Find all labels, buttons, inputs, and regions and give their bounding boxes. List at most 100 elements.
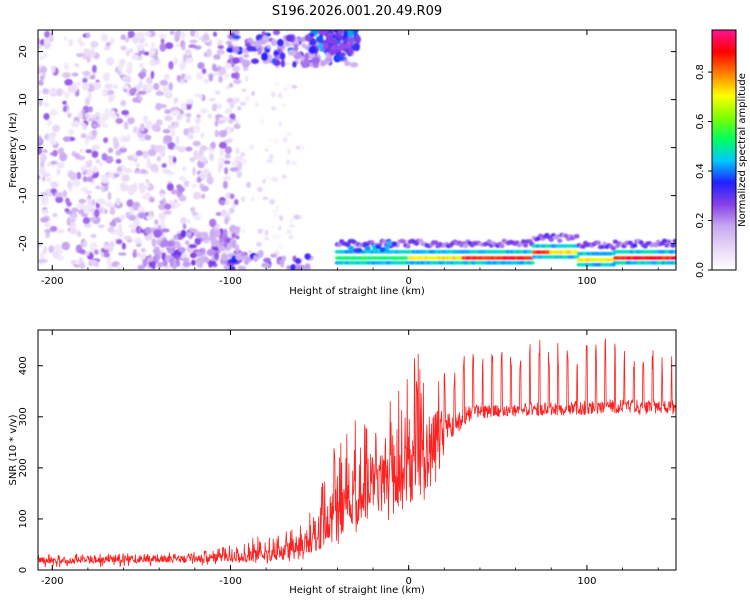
heatmap-cell — [171, 110, 181, 117]
heatmap-cell — [627, 240, 634, 246]
heatmap-cell — [104, 201, 113, 207]
heatmap-cell — [183, 180, 190, 188]
heatmap-cell — [463, 243, 469, 249]
heatmap-cell — [156, 155, 162, 162]
heatmap-cell — [190, 207, 196, 212]
heatmap-cell — [273, 59, 281, 67]
heatmap-cell — [75, 52, 85, 58]
heatmap-cell — [235, 235, 240, 240]
heatmap-cell — [54, 191, 63, 198]
heatmap-cell — [213, 54, 221, 60]
colorbar-frame — [711, 29, 737, 271]
heatmap-cell — [233, 97, 240, 104]
heatmap-cell — [223, 228, 228, 237]
heatmap-cell — [338, 30, 344, 36]
heatmap-cell — [170, 189, 178, 195]
heatmap-cell — [98, 118, 106, 125]
heatmap-cell — [43, 245, 47, 254]
heatmap-cell — [55, 196, 64, 204]
heatmap-cell — [176, 186, 185, 193]
heatmap-cell — [286, 229, 292, 234]
heatmap-cell — [90, 41, 99, 48]
heatmap-cell — [310, 38, 316, 45]
heatmap-cell — [47, 161, 51, 168]
heatmap-cell — [242, 59, 250, 68]
heatmap-cell — [125, 50, 130, 57]
heatmap-cell — [151, 260, 156, 270]
heatmap-cell — [164, 73, 170, 80]
heatmap-cell — [391, 241, 398, 247]
heatmap-cell — [224, 167, 229, 175]
heatmap-cell — [80, 165, 86, 172]
heatmap-cell — [304, 253, 312, 260]
heatmap-cell — [132, 97, 139, 103]
heatmap-cell — [128, 184, 138, 193]
heatmap-cell — [84, 97, 91, 106]
heatmap-cell — [144, 226, 152, 235]
heatmap-cell — [139, 186, 145, 194]
heatmap-cell — [193, 124, 198, 133]
heatmap-cell — [185, 219, 191, 224]
heatmap-blobs — [38, 30, 676, 270]
heatmap-cell — [120, 100, 127, 107]
heatmap-cell — [38, 146, 43, 155]
heatmap-cell — [39, 55, 44, 61]
heatmap-cell — [89, 242, 98, 251]
heatmap-cell — [121, 110, 129, 116]
heatmap-cell — [245, 75, 249, 83]
heatmap-cell — [664, 243, 670, 248]
heatmap-cell — [84, 112, 90, 119]
heatmap-cell — [282, 137, 288, 143]
heatmap-cell — [208, 73, 213, 82]
heatmap-cell — [263, 257, 271, 263]
heatmap-cell — [211, 63, 217, 72]
heatmap-cell — [155, 119, 163, 126]
heatmap-cell — [240, 152, 246, 157]
heatmap-cell — [121, 174, 130, 182]
heatmap-cell — [52, 124, 61, 133]
heatmap-cell — [160, 219, 166, 223]
heatmap-cell — [196, 176, 202, 183]
heatmap-cell — [529, 261, 535, 265]
heatmap-cell — [119, 182, 126, 190]
heatmap-cell — [51, 65, 56, 74]
heatmap-cell — [520, 239, 527, 244]
heatmap-cell — [44, 30, 50, 38]
heatmap-cell — [224, 146, 232, 154]
heatmap-cell — [159, 43, 167, 52]
heatmap-cell — [67, 112, 72, 118]
heatmap-cell — [214, 229, 221, 238]
heatmap-cell — [237, 106, 242, 111]
heatmap-cell — [198, 148, 204, 157]
heatmap-cell — [218, 157, 226, 165]
heatmap-cell — [120, 45, 127, 51]
heatmap-cell — [209, 218, 217, 228]
heatmap-cell — [185, 102, 192, 110]
heatmap-cell — [548, 237, 554, 242]
heatmap-cell — [214, 129, 219, 138]
heatmap-cell — [192, 140, 201, 147]
heatmap-cell — [236, 226, 241, 233]
heatmap-cell — [99, 161, 103, 168]
snr-ytick-label: 0 — [18, 567, 29, 573]
heatmap-cell — [209, 152, 215, 162]
heatmap-cell — [91, 199, 96, 207]
heatmap-cell — [218, 141, 227, 149]
heatmap-cell — [86, 55, 91, 63]
heatmap-cell — [67, 128, 75, 136]
heatmap-cell — [381, 239, 387, 244]
snr-panel: -200 -100 0 100 0 100 200 300 400 Height of stra… — [8, 329, 677, 596]
heatmap-cell — [181, 44, 186, 51]
heatmap-cell — [291, 85, 298, 89]
heatmap-cell — [119, 147, 127, 153]
colorbar-tick-label: 0.4 — [695, 163, 706, 179]
snr-xtick-label: 0 — [405, 576, 411, 587]
heatmap-cell — [282, 174, 287, 180]
heatmap-cell — [288, 49, 297, 56]
heatmap-cell — [182, 261, 191, 267]
heatmap-cell — [232, 35, 241, 40]
heatmap-cell — [130, 54, 140, 60]
heatmap-cell — [486, 239, 492, 244]
heatmap-cell — [40, 217, 49, 223]
